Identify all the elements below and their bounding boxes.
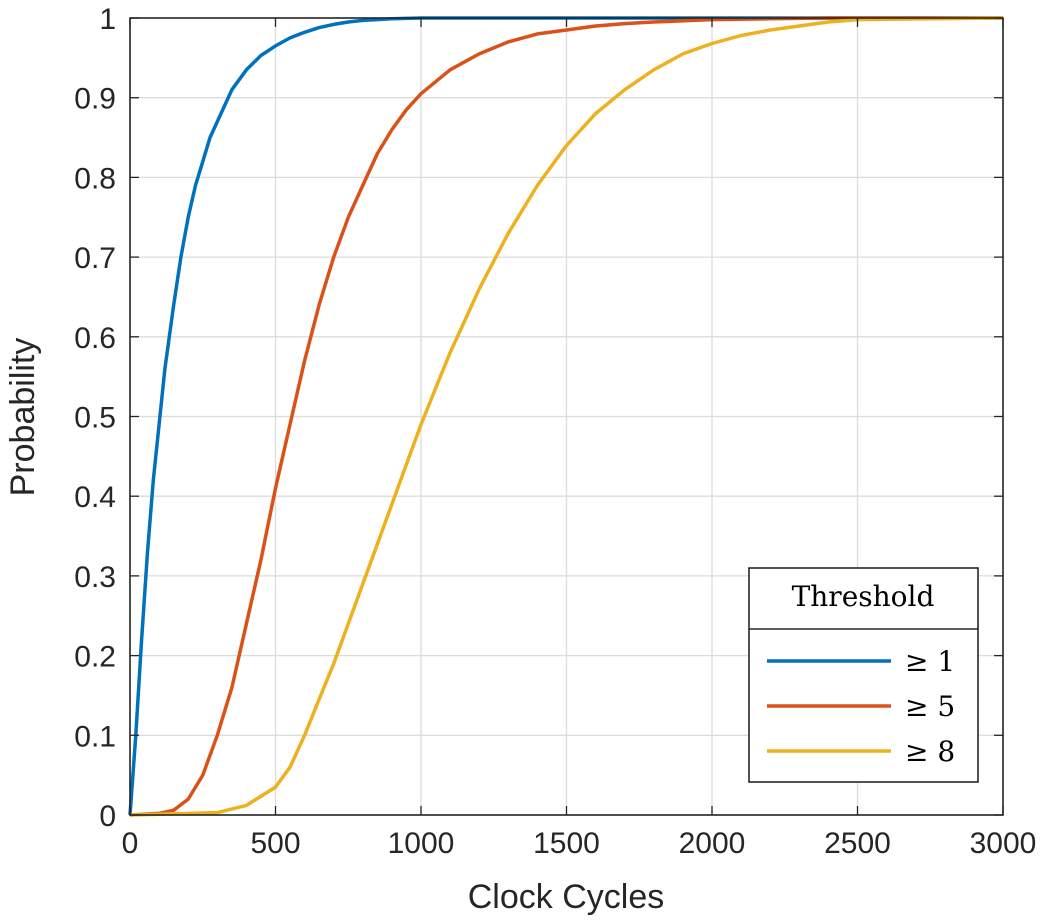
y-tick-label: 0.1 xyxy=(74,720,116,753)
legend-entries: ≥ 1 ≥ 5 ≥ 8 xyxy=(767,645,955,768)
y-tick-label: 1 xyxy=(99,3,116,36)
x-tick-label: 1500 xyxy=(533,827,600,860)
y-tick-label: 0.5 xyxy=(74,402,116,435)
y-tick-label: 0.9 xyxy=(74,83,116,116)
y-tick-label: 0.2 xyxy=(74,641,116,674)
series-line-3 xyxy=(129,16,1004,817)
legend-label-1: ≥ 1 xyxy=(905,645,955,678)
y-tick-label: 0.6 xyxy=(74,322,116,355)
x-tick-label: 500 xyxy=(250,827,300,860)
axis-ticks xyxy=(129,17,1004,816)
x-axis-label: Clock Cycles xyxy=(468,878,664,916)
tick-labels: 0 500 1000 1500 2000 2500 3000 0 0.1 0.2 0.3 0.4 0.5… xyxy=(74,3,1036,860)
y-tick-label: 0 xyxy=(99,800,116,833)
x-tick-label: 3000 xyxy=(970,827,1037,860)
y-tick-label: 0.4 xyxy=(74,481,116,514)
y-tick-label: 0.7 xyxy=(74,242,116,275)
y-tick-label: 0.3 xyxy=(74,561,116,594)
x-tick-label: 2500 xyxy=(824,827,891,860)
x-tick-label: 2000 xyxy=(679,827,746,860)
x-tick-label: 1000 xyxy=(388,827,455,860)
legend-label-3: ≥ 8 xyxy=(905,735,955,768)
series-line-2 xyxy=(129,16,1003,817)
legend: Threshold ≥ 1 ≥ 5 ≥ 8 xyxy=(748,567,979,783)
legend-title: Threshold xyxy=(792,580,935,613)
y-axis-label: Probability xyxy=(4,338,42,497)
legend-box xyxy=(748,567,979,783)
x-tick-label: 0 xyxy=(122,827,139,860)
legend-label-2: ≥ 5 xyxy=(905,690,955,723)
y-tick-label: 0.8 xyxy=(74,162,116,195)
